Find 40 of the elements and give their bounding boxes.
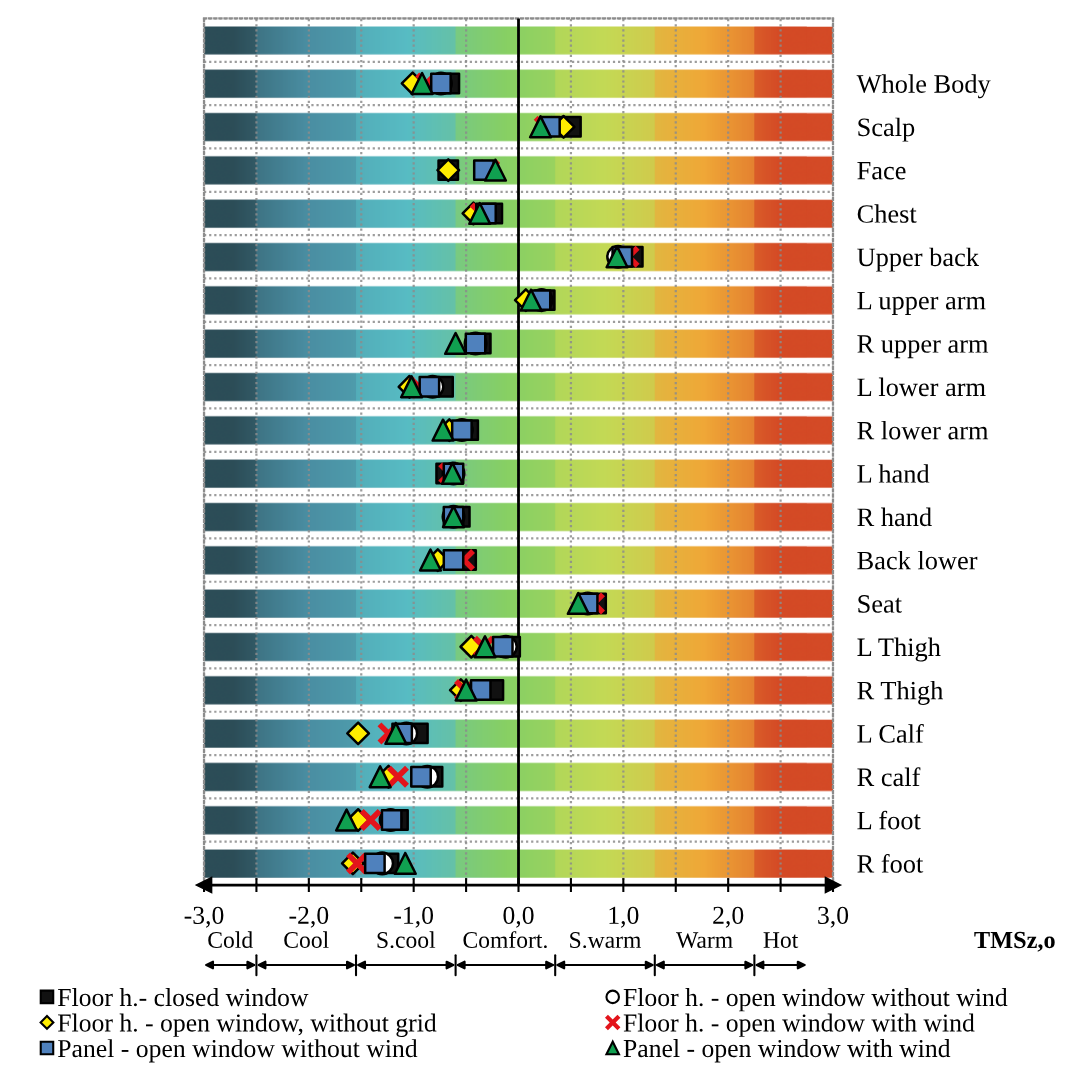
band-label: Hot (763, 932, 799, 948)
band-label: Cold (208, 931, 253, 948)
x-tick-label: -3,0 (184, 906, 224, 928)
y-tick-label: Scalp (858, 117, 915, 142)
y-tick-label: Face (857, 162, 906, 180)
band-label: Cool (284, 931, 329, 948)
band-label: Comfort. (463, 931, 547, 949)
x-axis-title: TMSz,o (974, 931, 1055, 952)
y-tick-label: L hand (857, 464, 930, 483)
y-tick-label: R Thigh (857, 680, 944, 705)
band-label: S.warm (570, 932, 642, 949)
y-tick-label: Seat (858, 595, 902, 613)
y-tick-label: R calf (857, 767, 921, 787)
y-tick-label: L Thigh (857, 637, 941, 662)
x-tick-label: -2,0 (289, 906, 329, 928)
band-label: Warm (676, 932, 733, 949)
y-tick-label: L foot (857, 810, 921, 830)
legend-label: Floor h.- closed window (58, 988, 309, 1007)
legend-label: Floor h. - open window, without grid (58, 1013, 437, 1037)
y-tick-label: Back lower (857, 550, 978, 570)
legend-label: Panel - open window without wind (58, 1039, 418, 1063)
y-tick-label: Whole Body (856, 74, 991, 99)
y-tick-label: L Calf (857, 723, 924, 743)
legend-label: Panel - open window with wind (623, 1039, 951, 1063)
y-tick-label: L lower arm (857, 377, 986, 397)
legend-label: Floor h. - open window with wind (623, 1013, 975, 1037)
y-tick-label: R upper arm (857, 335, 989, 359)
y-tick-label: R hand (857, 507, 932, 527)
y-tick-label: R foot (857, 853, 924, 873)
y-tick-label: L upper arm (857, 291, 986, 315)
x-tick-label: -1,0 (394, 906, 434, 928)
y-tick-label: Upper back (857, 247, 979, 272)
x-tick-label: 3,0 (818, 906, 849, 928)
x-tick-label: 0,0 (503, 906, 534, 928)
x-tick-label: 1,0 (609, 906, 639, 928)
y-tick-label: Chest (857, 204, 917, 223)
x-tick-label: 2,0 (713, 906, 744, 928)
band-label: S.cool (377, 931, 436, 949)
y-tick-label: R lower arm (857, 420, 989, 440)
legend-label: Floor h. - open window without wind (623, 988, 1008, 1012)
